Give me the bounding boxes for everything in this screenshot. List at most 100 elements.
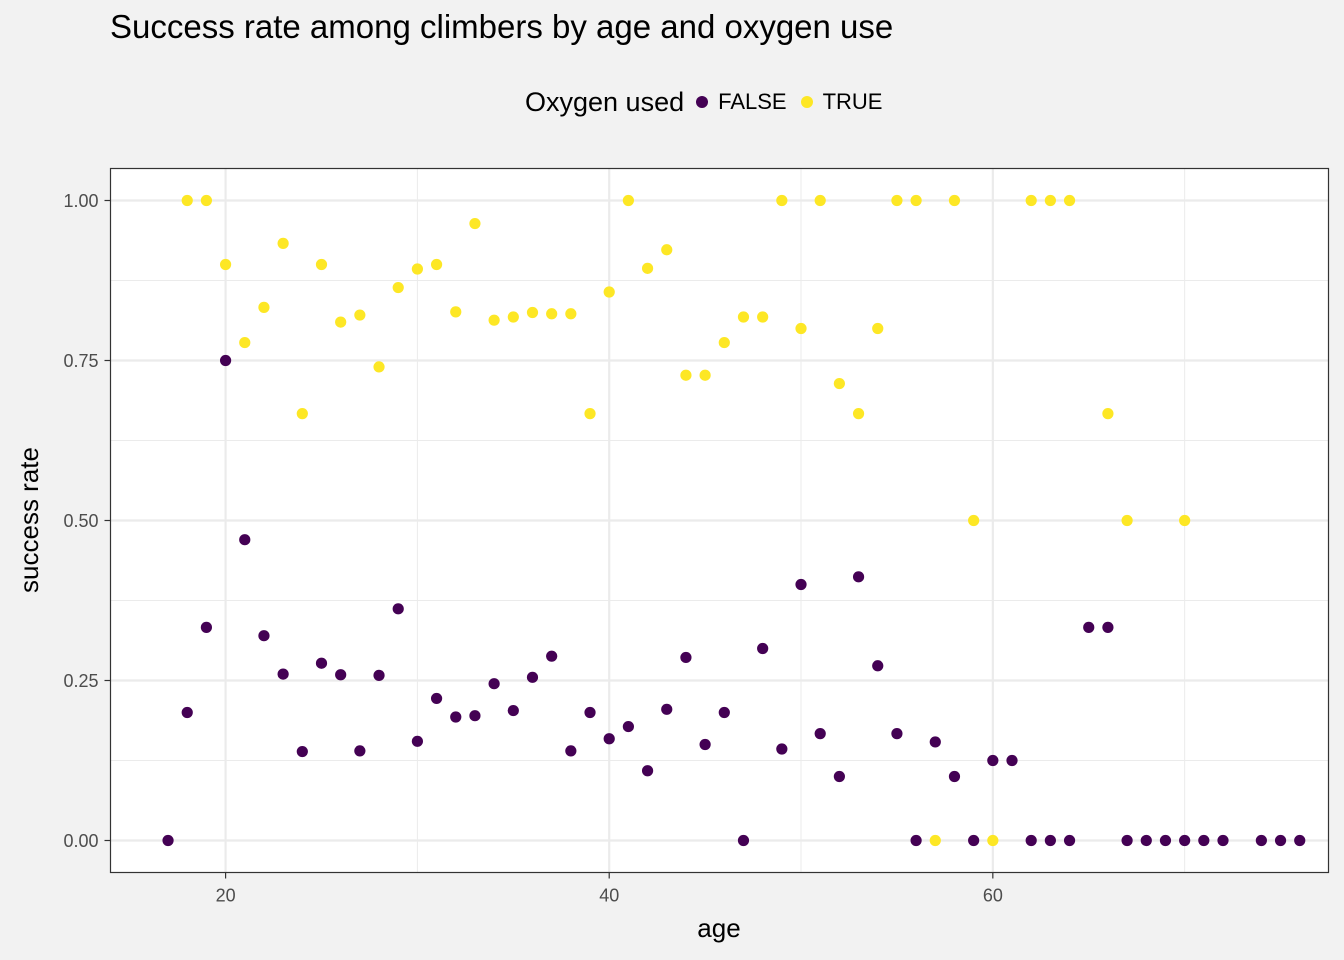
y-tick-label: 0.75 — [63, 351, 98, 371]
legend-entry-false: FALSE — [696, 89, 787, 115]
data-point-true — [852, 408, 865, 420]
data-point-false — [1274, 834, 1287, 847]
data-point-false — [872, 660, 884, 672]
data-point-false — [1121, 834, 1133, 847]
data-point-true — [891, 194, 903, 207]
data-point-true — [814, 194, 826, 207]
y-tick-label: 0.00 — [63, 831, 98, 851]
data-point-false — [814, 728, 826, 740]
data-point-false — [507, 704, 519, 717]
data-point-false — [1025, 834, 1037, 847]
data-point-false — [469, 710, 481, 722]
data-point-false — [296, 745, 308, 758]
data-point-true — [584, 408, 596, 420]
legend-key-false-icon — [696, 96, 709, 108]
y-tick-label: 0.25 — [63, 671, 98, 691]
data-point-true — [795, 322, 807, 335]
data-point-false — [1255, 834, 1267, 847]
data-point-false — [757, 642, 769, 655]
data-point-false — [1179, 834, 1191, 847]
data-point-false — [219, 354, 232, 367]
data-point-true — [315, 258, 328, 271]
data-point-false — [1044, 834, 1056, 847]
data-point-true — [1025, 194, 1037, 207]
data-point-true — [258, 301, 270, 313]
data-point-false — [430, 692, 443, 705]
data-point-false — [1294, 834, 1306, 847]
data-point-true — [450, 306, 462, 318]
data-point-true — [833, 377, 845, 390]
data-point-true — [296, 408, 308, 420]
data-point-false — [833, 770, 845, 783]
data-point-true — [335, 316, 347, 328]
data-point-true — [641, 262, 654, 274]
data-point-true — [737, 311, 750, 323]
data-point-false — [776, 743, 788, 755]
data-point-true — [1044, 194, 1056, 207]
legend: Oxygen used FALSE TRUE — [525, 84, 896, 120]
data-point-false — [258, 630, 270, 642]
data-point-true — [1063, 194, 1076, 207]
data-point-false — [335, 669, 347, 681]
data-point-false — [968, 834, 980, 847]
data-point-true — [757, 311, 769, 323]
legend-label-true: TRUE — [822, 89, 883, 114]
data-point-false — [1217, 834, 1229, 847]
data-point-false — [277, 668, 289, 680]
data-point-true — [507, 311, 519, 323]
data-point-false — [1102, 621, 1114, 633]
data-point-true — [392, 281, 404, 294]
data-point-false — [1159, 834, 1172, 847]
data-point-false — [737, 834, 750, 847]
legend-entry-true: TRUE — [800, 89, 883, 115]
data-point-true — [411, 263, 423, 275]
data-point-true — [526, 306, 539, 319]
y-axis-title: success rate — [14, 447, 44, 593]
axes: 20 40 60 0.00 0.25 0.50 0.75 1.00 — [63, 191, 1002, 906]
data-point-false — [526, 671, 539, 683]
data-point-true — [968, 514, 980, 527]
data-point-true — [603, 286, 615, 298]
data-point-false — [354, 745, 366, 757]
data-point-false — [565, 745, 577, 757]
data-point-false — [373, 669, 385, 681]
data-point-false — [1198, 834, 1210, 847]
data-point-false — [891, 728, 903, 740]
data-point-false — [450, 711, 462, 723]
data-points — [162, 194, 1306, 847]
chart-title: Success rate among climbers by age and o… — [110, 8, 894, 45]
data-point-true — [354, 309, 366, 321]
data-point-true — [181, 194, 193, 207]
data-point-false — [392, 603, 404, 615]
x-tick-label: 40 — [599, 886, 619, 906]
data-point-false — [411, 735, 423, 747]
data-point-false — [910, 834, 922, 847]
data-point-true — [718, 336, 730, 349]
data-point-true — [929, 834, 941, 847]
data-point-false — [546, 650, 558, 662]
data-point-true — [200, 194, 213, 207]
data-point-false — [929, 736, 941, 748]
data-point-false — [680, 651, 692, 664]
data-point-true — [430, 258, 443, 271]
data-point-true — [910, 194, 922, 207]
data-point-false — [1006, 754, 1018, 767]
data-point-false — [162, 834, 174, 847]
x-tick-label: 60 — [983, 886, 1003, 906]
data-point-true — [1179, 514, 1191, 527]
data-point-false — [1140, 834, 1152, 847]
data-point-true — [373, 361, 385, 373]
data-point-true — [219, 258, 232, 271]
data-point-true — [680, 369, 692, 381]
x-axis-title: age — [697, 913, 740, 943]
data-point-true — [239, 336, 251, 349]
legend-key-true-icon — [800, 96, 813, 108]
data-point-true — [661, 244, 673, 256]
data-point-false — [200, 621, 213, 633]
data-point-false — [641, 765, 654, 777]
data-point-false — [1063, 834, 1076, 847]
data-point-true — [872, 322, 884, 335]
data-point-false — [603, 733, 615, 745]
data-point-false — [987, 754, 999, 767]
